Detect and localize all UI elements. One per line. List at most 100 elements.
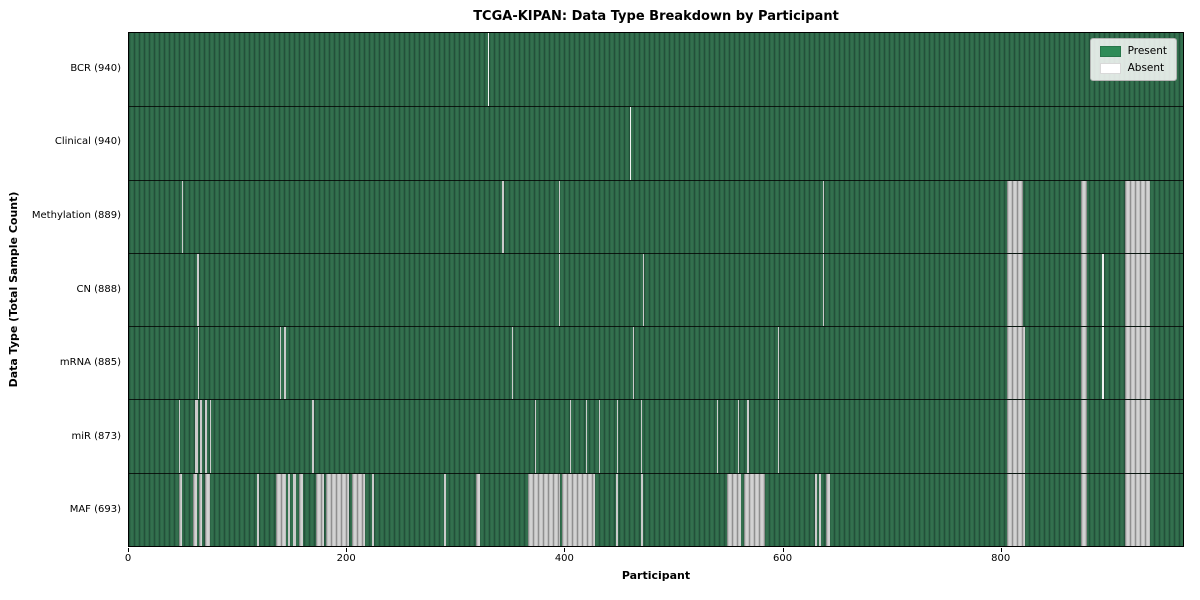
absent-stripe bbox=[195, 400, 198, 473]
absent-stripe bbox=[1080, 400, 1088, 473]
absent-stripe bbox=[1125, 253, 1151, 327]
absent-stripe bbox=[819, 473, 822, 546]
y-tick-label-mRNA: mRNA (885) bbox=[59, 357, 121, 369]
heatmap-row-mRNA bbox=[129, 326, 1183, 400]
absent-stripe bbox=[1006, 473, 1026, 546]
absent-stripe bbox=[642, 253, 644, 327]
absent-stripe bbox=[283, 327, 286, 400]
absent-stripe bbox=[1006, 327, 1026, 400]
absent-stripe bbox=[633, 327, 635, 400]
absent-stripe bbox=[822, 253, 824, 327]
absent-stripe bbox=[257, 473, 259, 546]
legend-label: Present bbox=[1127, 45, 1167, 57]
heatmap-rows bbox=[129, 33, 1183, 546]
absent-stripe bbox=[1006, 400, 1026, 473]
absent-stripe bbox=[640, 400, 642, 473]
absent-stripe bbox=[326, 473, 349, 546]
absent-stripe bbox=[1080, 473, 1088, 546]
absent-stripe bbox=[197, 327, 199, 400]
absent-stripe bbox=[569, 400, 572, 473]
x-tick-mark bbox=[346, 548, 348, 552]
absent-stripe bbox=[179, 400, 181, 473]
absent-stripe bbox=[476, 473, 480, 546]
heatmap-row-miR bbox=[129, 399, 1183, 473]
absent-stripe bbox=[443, 473, 446, 546]
absent-stripe bbox=[316, 473, 324, 546]
absent-stripe bbox=[1125, 327, 1151, 400]
absent-stripe bbox=[298, 473, 304, 546]
legend: Present Absent bbox=[1089, 38, 1177, 81]
absent-stripe bbox=[814, 473, 818, 546]
absent-stripe bbox=[629, 107, 631, 180]
x-tick-mark bbox=[782, 548, 784, 552]
absent-stripe bbox=[777, 400, 780, 473]
absent-stripe bbox=[822, 180, 824, 253]
absent-stripe bbox=[726, 473, 741, 546]
legend-swatch-icon bbox=[1099, 45, 1121, 57]
legend-item: Present bbox=[1099, 45, 1167, 57]
absent-stripe bbox=[1125, 473, 1151, 546]
y-tick-label-MAF: MAF (693) bbox=[69, 504, 121, 516]
absent-stripe bbox=[777, 327, 780, 400]
absent-stripe bbox=[293, 473, 296, 546]
absent-stripe bbox=[199, 400, 202, 473]
x-tick-mark bbox=[564, 548, 566, 552]
absent-stripe bbox=[182, 180, 184, 253]
y-tick-label-miR: miR (873) bbox=[71, 430, 121, 442]
legend-swatch-icon bbox=[1099, 62, 1121, 74]
absent-stripe bbox=[311, 400, 315, 473]
absent-stripe bbox=[737, 400, 739, 473]
absent-stripe bbox=[512, 327, 514, 400]
absent-stripe bbox=[615, 473, 618, 546]
absent-stripe bbox=[825, 473, 831, 546]
absent-stripe bbox=[527, 473, 561, 546]
heatmap-row-BCR bbox=[129, 33, 1183, 107]
absent-stripe bbox=[1125, 400, 1151, 473]
x-axis-label: Participant bbox=[621, 569, 691, 582]
legend-item: Absent bbox=[1099, 62, 1167, 74]
absent-stripe bbox=[716, 400, 719, 473]
absent-stripe bbox=[287, 473, 291, 546]
absent-stripe bbox=[562, 473, 596, 546]
absent-stripe bbox=[1125, 180, 1151, 253]
x-tick-mark bbox=[128, 548, 129, 552]
absent-stripe bbox=[275, 473, 286, 546]
heatmap-row-Methylation bbox=[129, 179, 1183, 253]
absent-stripe bbox=[198, 473, 202, 546]
heatmap-row-CN bbox=[129, 252, 1183, 327]
absent-stripe bbox=[193, 473, 197, 546]
plot-area: Present Absent bbox=[128, 32, 1184, 547]
x-tick-label: 0 bbox=[124, 553, 132, 564]
legend-label: Absent bbox=[1127, 62, 1165, 74]
absent-stripe bbox=[559, 253, 561, 327]
absent-stripe bbox=[488, 33, 490, 107]
absent-stripe bbox=[559, 180, 561, 253]
absent-stripe bbox=[1006, 180, 1023, 253]
absent-stripe bbox=[1080, 253, 1088, 327]
absent-stripe bbox=[586, 400, 588, 473]
absent-stripe bbox=[535, 400, 537, 473]
absent-stripe bbox=[196, 253, 199, 327]
absent-stripe bbox=[1080, 180, 1088, 253]
absent-stripe bbox=[352, 473, 366, 546]
absent-stripe bbox=[1102, 327, 1104, 400]
absent-stripe bbox=[280, 327, 282, 400]
absent-stripe bbox=[747, 400, 749, 473]
absent-stripe bbox=[1102, 253, 1104, 327]
absent-stripe bbox=[371, 473, 374, 546]
absent-stripe bbox=[209, 400, 211, 473]
chart-title: TCGA-KIPAN: Data Type Breakdown by Parti… bbox=[473, 9, 839, 24]
y-tick-label-CN: CN (888) bbox=[76, 283, 121, 295]
heatmap-row-Clinical bbox=[129, 106, 1183, 180]
absent-stripe bbox=[179, 473, 183, 546]
absent-stripe bbox=[1080, 327, 1088, 400]
x-tick-label: 200 bbox=[336, 553, 356, 564]
absent-stripe bbox=[744, 473, 765, 546]
y-tick-label-BCR: BCR (940) bbox=[70, 62, 121, 74]
absent-stripe bbox=[1006, 253, 1023, 327]
x-tick-label: 400 bbox=[554, 553, 574, 564]
y-tick-label-Clinical: Clinical (940) bbox=[54, 136, 121, 148]
absent-stripe bbox=[502, 180, 504, 253]
heatmap-row-MAF bbox=[129, 472, 1183, 546]
